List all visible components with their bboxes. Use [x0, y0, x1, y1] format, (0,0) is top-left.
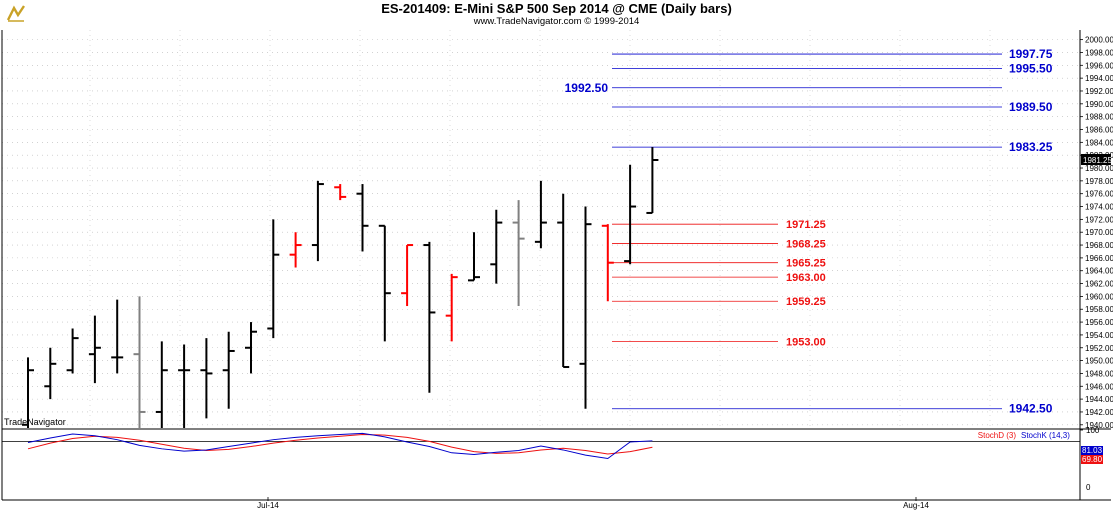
last-price-box [1081, 153, 1111, 165]
price-tick-label: 1998.00 [1085, 48, 1113, 57]
price-tick-label: 1984.00 [1085, 138, 1113, 147]
chart-subtitle: www.TradeNavigator.com © 1999-2014 [473, 16, 640, 27]
level-label: 1968.25 [786, 238, 826, 250]
ohlc-bar[interactable] [222, 331, 235, 409]
ohlc-bar[interactable] [245, 322, 257, 374]
ohlc-bar[interactable] [66, 328, 79, 374]
stoch-d-legend: StochD (3) [978, 431, 1017, 440]
ohlc-bar[interactable] [200, 338, 213, 419]
panel-frames [1, 30, 1111, 501]
stoch-d-box [1081, 455, 1103, 464]
level-label: 1989.50 [1009, 100, 1053, 114]
stoch-tick-label: 100 [1086, 426, 1100, 435]
stoch-k-value: 81.03 [1082, 446, 1103, 455]
stoch-k-legend: StochK (14,3) [1021, 431, 1070, 440]
price-tick-label: 1992.00 [1085, 87, 1113, 96]
ohlc-bar[interactable] [401, 244, 414, 307]
ohlc-bar[interactable] [534, 180, 547, 249]
price-tick-label: 1964.00 [1085, 267, 1113, 276]
price-tick-label: 1978.00 [1085, 177, 1113, 186]
ohlc-bar[interactable] [601, 224, 614, 302]
ohlc-bar[interactable] [356, 184, 369, 252]
ohlc-bar[interactable] [178, 344, 191, 428]
price-tick-label: 1970.00 [1085, 228, 1113, 237]
price-tick-label: 1990.00 [1085, 100, 1113, 109]
stoch-k-box [1081, 446, 1103, 455]
stoch-d-line [27, 434, 653, 455]
level-label: 1959.25 [786, 296, 826, 308]
ohlc-bar[interactable] [468, 232, 480, 282]
ohlc-bars [22, 147, 659, 428]
price-tick-label: 1980.00 [1085, 164, 1113, 173]
price-tick-label: 1996.00 [1085, 61, 1113, 70]
price-grid: TradeNavigator [2, 30, 1080, 428]
price-tick-label: 1974.00 [1085, 203, 1113, 212]
price-tick-label: 1972.00 [1085, 215, 1113, 224]
price-tick-label: 1944.00 [1085, 395, 1113, 404]
ohlc-bar[interactable] [512, 200, 525, 307]
ohlc-bar[interactable] [378, 224, 391, 342]
level-label: 1983.25 [1009, 140, 1053, 154]
level-label: 1963.00 [786, 272, 826, 284]
ohlc-bar[interactable] [133, 296, 146, 428]
price-tick-label: 1950.00 [1085, 357, 1113, 366]
ohlc-bar[interactable] [289, 232, 302, 268]
price-tick-label: 1968.00 [1085, 241, 1113, 250]
ohlc-bar[interactable] [646, 147, 659, 214]
ohlc-bar[interactable] [445, 273, 458, 342]
last-price-label: 1981.25 [1083, 156, 1112, 165]
price-tick-label: 1946.00 [1085, 382, 1113, 391]
watermark-text: TradeNavigator [4, 417, 66, 427]
price-tick-label: 1948.00 [1085, 369, 1113, 378]
chart-header: ES-201409: E-Mini S&P 500 Sep 2014 @ CME… [0, 0, 1113, 30]
level-label: 1995.50 [1009, 62, 1053, 76]
ohlc-bar[interactable] [557, 193, 570, 369]
ohlc-bar[interactable] [88, 315, 101, 384]
ohlc-bar[interactable] [44, 347, 57, 400]
ohlc-bar[interactable] [423, 241, 436, 393]
level-label: 1997.75 [1009, 47, 1053, 61]
price-tick-label: 2000.00 [1085, 36, 1113, 45]
stoch-k-line [27, 432, 653, 460]
level-label: 1965.25 [786, 258, 826, 270]
price-tick-label: 1976.00 [1085, 190, 1113, 199]
time-axis: Jul-14 Aug-14 [257, 497, 929, 510]
ohlc-bar[interactable] [579, 206, 592, 409]
ohlc-bar[interactable] [334, 184, 347, 201]
time-tick-label: Jul-14 [257, 501, 279, 510]
price-tick-label: 1954.00 [1085, 331, 1113, 340]
price-tick-label: 1986.00 [1085, 126, 1113, 135]
price-axis: 2000.00 1998.00 1996.00 1994.00 1992.00 1990.… [1080, 36, 1113, 430]
price-tick-label: 1960.00 [1085, 292, 1113, 301]
price-tick-label: 1962.00 [1085, 280, 1113, 289]
ohlc-bar[interactable] [624, 164, 637, 265]
level-label: 1971.25 [786, 219, 826, 231]
ohlc-bar[interactable] [311, 180, 324, 262]
price-tick-label: 1994.00 [1085, 74, 1113, 83]
price-tick-label: 1958.00 [1085, 305, 1113, 314]
tradenavigator-logo-icon [6, 5, 25, 22]
price-tick-label: 1942.00 [1085, 408, 1113, 417]
price-tick-label: 1966.00 [1085, 254, 1113, 263]
time-tick-label: Aug-14 [903, 501, 929, 510]
level-label: 1942.50 [1009, 402, 1053, 416]
level-label: 1992.50 [565, 81, 609, 95]
price-tick-label: 1940.00 [1085, 421, 1113, 430]
ohlc-bar[interactable] [490, 209, 503, 284]
stoch-d-value: 69.80 [1082, 455, 1103, 464]
price-tick-label: 1956.00 [1085, 318, 1113, 327]
ohlc-bar[interactable] [22, 357, 34, 428]
ohlc-bar[interactable] [111, 299, 124, 374]
ohlc-bar[interactable] [155, 341, 168, 428]
stoch-tick-label: 0 [1086, 483, 1091, 492]
chart-title: ES-201409: E-Mini S&P 500 Sep 2014 @ CME… [381, 1, 732, 16]
price-tick-label: 1988.00 [1085, 113, 1113, 122]
ohlc-bar[interactable] [267, 219, 280, 339]
price-tick-label: 1952.00 [1085, 344, 1113, 353]
level-label: 1953.00 [786, 336, 826, 348]
